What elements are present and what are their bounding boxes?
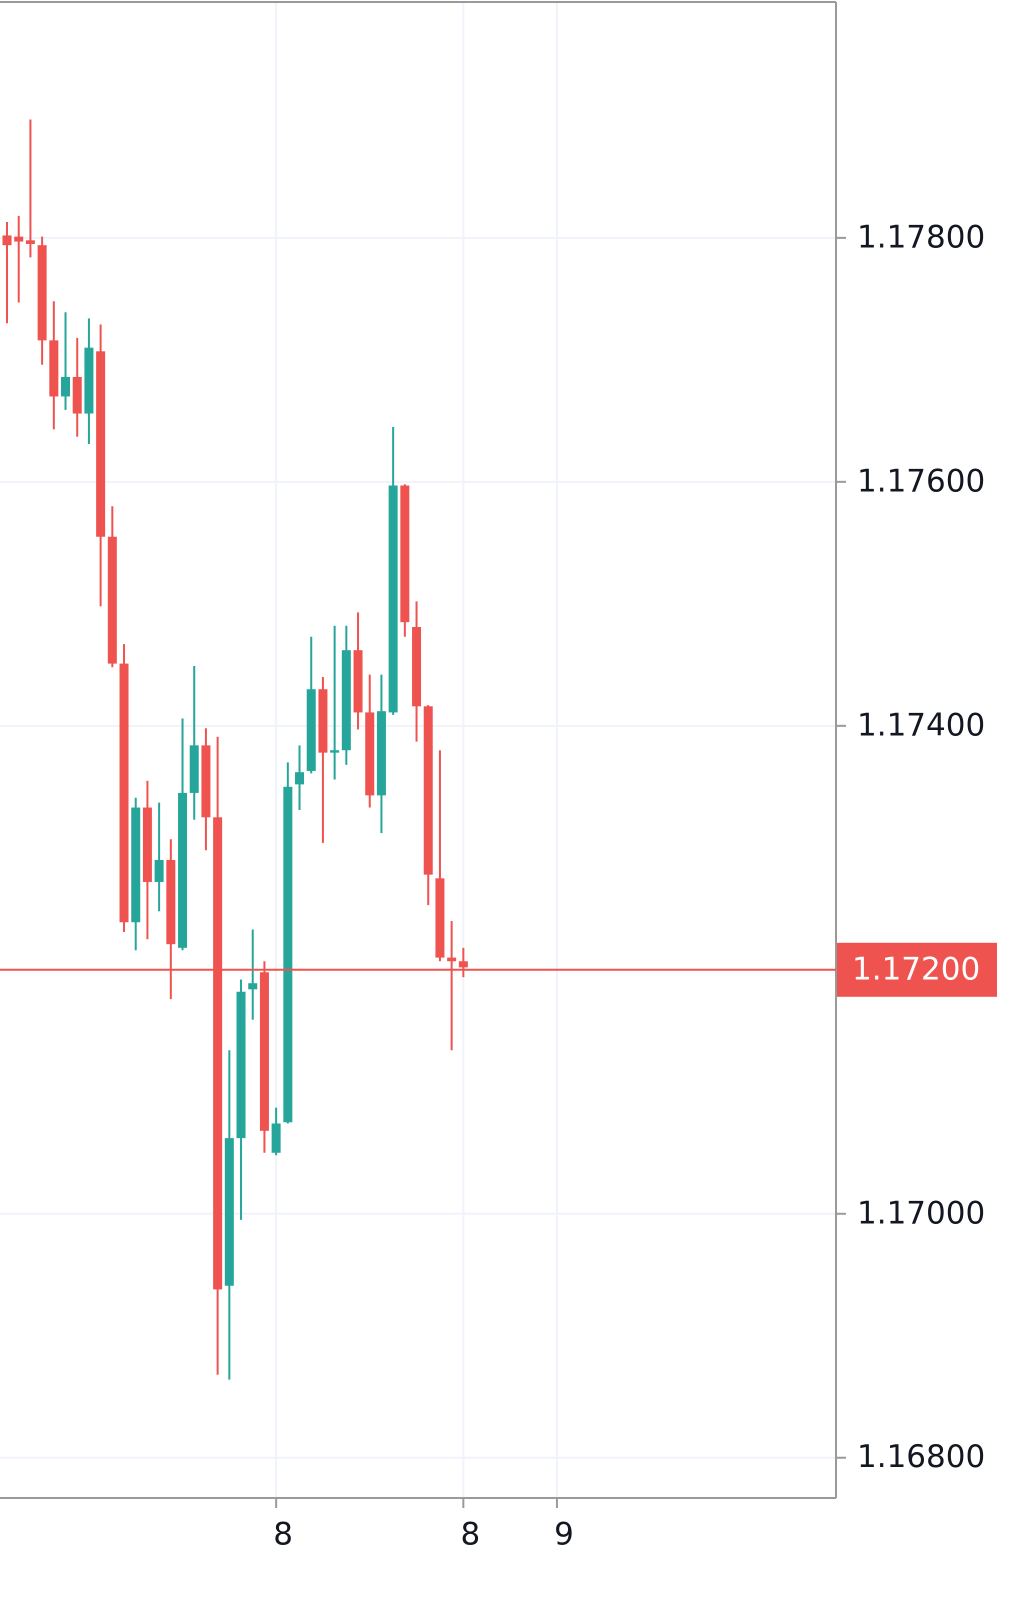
candle-body <box>2 235 12 246</box>
candle-body <box>142 807 152 882</box>
candle-body <box>224 1138 234 1286</box>
y-tick-label: 1.17800 <box>857 219 985 255</box>
candle-body <box>119 663 129 923</box>
candle-body <box>283 786 293 1123</box>
candle-body <box>458 961 468 968</box>
y-tick-label: 1.17000 <box>857 1195 985 1231</box>
candle-body <box>412 627 422 707</box>
candle-body <box>154 860 164 882</box>
x-tick-label: 8 <box>273 1517 293 1553</box>
candle-body <box>271 1123 281 1153</box>
price-label: 1.17200 <box>852 951 980 987</box>
candle-body <box>353 650 363 713</box>
candle-body <box>435 878 445 958</box>
candle-body <box>189 745 199 793</box>
price-label-box <box>837 942 997 997</box>
candle-body <box>330 750 340 753</box>
candle-body <box>236 991 246 1139</box>
candle-body <box>107 536 117 664</box>
candle-body <box>447 957 457 962</box>
x-tick-label: 8 <box>460 1517 480 1553</box>
x-tick-label: 9 <box>554 1517 574 1553</box>
candle-body <box>84 347 94 414</box>
candle-body <box>318 689 328 753</box>
y-tick-label: 1.16800 <box>857 1439 985 1475</box>
candle-body <box>341 650 351 751</box>
candle-body <box>25 240 35 244</box>
candle-body <box>37 245 47 341</box>
y-tick-label: 1.17600 <box>857 463 985 499</box>
candle-body <box>388 485 398 713</box>
candle-body <box>423 706 433 875</box>
candle-body <box>248 983 258 990</box>
candle-body <box>376 711 386 796</box>
candle-body <box>49 340 59 397</box>
candle-body <box>295 772 305 785</box>
candle-body <box>178 792 188 948</box>
candle-body <box>131 807 141 923</box>
candle-body <box>213 817 223 1290</box>
y-tick-label: 1.17400 <box>857 707 985 743</box>
candle-body <box>400 485 410 623</box>
candle-body <box>96 351 106 537</box>
candle-body <box>306 689 316 771</box>
candle-body <box>72 376 82 414</box>
candle-body <box>365 712 375 796</box>
candle-body <box>201 745 211 818</box>
candle-body <box>14 236 24 242</box>
candle-body <box>259 972 269 1131</box>
candle-body <box>166 860 176 945</box>
candle-body <box>61 376 71 397</box>
